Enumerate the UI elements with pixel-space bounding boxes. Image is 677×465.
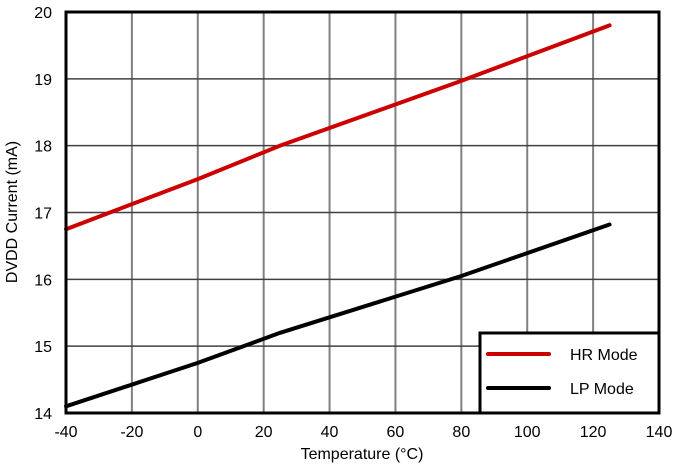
series-lines	[64, 23, 612, 409]
y-tick-label: 15	[34, 339, 52, 356]
x-tick-label: -20	[120, 424, 143, 441]
y-tick-label: 19	[34, 72, 52, 89]
legend-label: HR Mode	[570, 347, 638, 364]
series-line	[64, 23, 612, 232]
y-tick-labels: 14 15 16 17 18 19 20	[34, 5, 52, 423]
y-tick-label: 20	[34, 5, 52, 22]
x-tick-label: 40	[321, 424, 339, 441]
x-tick-label: 80	[452, 424, 470, 441]
legend-label: LP Mode	[570, 381, 634, 398]
y-tick-label: 17	[34, 206, 52, 223]
x-tick-label: 140	[646, 424, 673, 441]
y-tick-label: 16	[34, 272, 52, 289]
x-tick-labels: -40 -20 0 20 40 60 80 100 120 140	[54, 424, 672, 441]
legend-box	[478, 331, 661, 415]
x-tick-label: 60	[387, 424, 405, 441]
legend: HR Mode LP Mode	[478, 331, 661, 415]
series-line	[64, 222, 612, 409]
x-tick-label: 120	[580, 424, 607, 441]
plot-frame	[64, 10, 661, 415]
x-tick-label: -40	[54, 424, 77, 441]
y-axis-label: DVDD Current (mA)	[4, 141, 21, 283]
y-tick-label: 18	[34, 139, 52, 156]
x-axis-label: Temperature (°C)	[301, 446, 424, 463]
x-tick-label: 100	[514, 424, 541, 441]
x-tick-label: 0	[193, 424, 202, 441]
y-tick-label: 14	[34, 406, 52, 423]
x-tick-label: 20	[255, 424, 273, 441]
